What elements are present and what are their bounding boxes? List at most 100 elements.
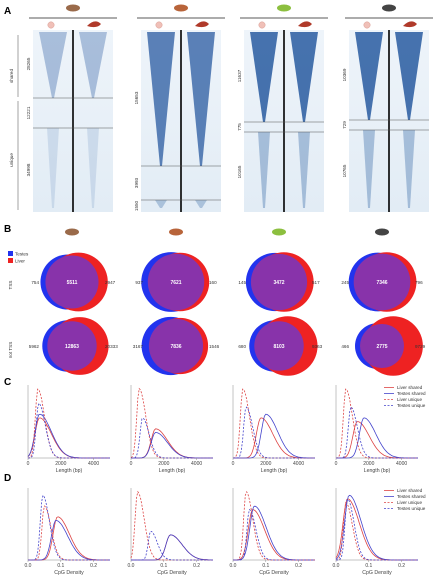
signal-shared <box>79 32 107 98</box>
mouse-icon <box>382 4 396 12</box>
legend-label: Testes shared <box>397 494 426 499</box>
x-tick-label: 2000 <box>363 461 374 467</box>
testis-icon <box>155 21 163 29</box>
legend-testes-swatch <box>8 251 13 256</box>
line-testes-shared <box>131 534 214 561</box>
platypus-icon <box>65 228 79 236</box>
panel-b-venns: Testes Liver TSS not TSS 5511 754 2947 7621… <box>8 228 426 376</box>
section-count: 1550 <box>134 200 139 211</box>
x-tick-label: 0.1 <box>160 563 167 569</box>
x-tick-label: 0.2 <box>193 563 200 569</box>
venn-testes-count: 3167 <box>133 344 144 349</box>
venn-overlap <box>47 321 97 371</box>
venn-liver-count: 20333 <box>105 344 118 349</box>
signal-shared <box>147 32 175 166</box>
venn-shared-count: 2775 <box>376 344 387 350</box>
x-tick-label: 0.2 <box>295 563 302 569</box>
x-tick-label: 0.2 <box>90 563 97 569</box>
liver-icon <box>298 21 312 28</box>
x-axis-label: Length (bp) <box>56 468 83 474</box>
heatmap-opossum: 15653 3993 1550 <box>134 4 225 212</box>
testis-icon <box>47 21 55 29</box>
venn-testes-count: 754 <box>31 280 39 285</box>
x-tick-label: 0.1 <box>57 563 64 569</box>
heatmap-column <box>73 30 113 212</box>
density-plot-platypus: 0 2000 4000 Length (bp) <box>27 385 110 474</box>
testis-icon <box>363 21 371 29</box>
line-liver-unique <box>130 387 213 459</box>
line-liver-shared <box>131 428 213 459</box>
line-testes-unique <box>336 406 418 459</box>
x-tick-label: 0.1 <box>262 563 269 569</box>
x-axis-label: Length (bp) <box>364 468 391 474</box>
section-count: 11637 <box>237 69 242 82</box>
venn-overlap <box>250 253 308 311</box>
x-tick-label: 0.2 <box>398 563 405 569</box>
signal-unique <box>403 130 415 208</box>
line-testes-shared <box>335 494 418 561</box>
platypus-icon <box>66 4 80 12</box>
liver-icon <box>403 21 417 28</box>
venn-liver-count: 9363 <box>312 344 323 349</box>
opossum-icon <box>174 4 188 12</box>
x-tick-label: 0 <box>232 461 235 467</box>
venn-lizard-tss: 3472 145 517 <box>238 252 320 312</box>
row-label-unique: unique <box>9 153 14 167</box>
section-count: 12221 <box>26 106 31 119</box>
venn-testes-count: 937 <box>135 280 143 285</box>
section-count: 28265 <box>26 57 31 70</box>
line-testes-shared <box>28 520 110 561</box>
signal-shared <box>395 32 423 120</box>
legend-label: Testes unique <box>397 506 426 511</box>
lizard-icon <box>272 228 286 236</box>
legend-liver-swatch <box>8 258 13 263</box>
legend-testes-label: Testes <box>15 252 29 257</box>
venn-liver-count: 796 <box>415 280 423 285</box>
line-testes-unique <box>28 494 110 561</box>
x-tick-label: 0 <box>335 461 338 467</box>
x-tick-label: 2000 <box>55 461 66 467</box>
line-testes-unique <box>233 406 315 459</box>
heatmap-mouse: 10369 729 10765 <box>342 4 433 212</box>
panel-label-d: D <box>4 473 11 484</box>
venn-testes-count: 245 <box>341 280 349 285</box>
signal-unique <box>87 128 99 208</box>
signal-shared <box>39 32 67 98</box>
x-tick-label: 4000 <box>293 461 304 467</box>
venn-overlap <box>353 253 411 311</box>
venn-overlap <box>360 324 404 368</box>
line-testes-unique <box>131 417 213 459</box>
signal-unique <box>47 128 59 208</box>
legend-label: Testes shared <box>397 391 426 396</box>
venn-platypus-tss: 5511 754 2947 <box>31 252 116 312</box>
legend-label: Liver unique <box>397 500 422 505</box>
panel-label-b: B <box>4 224 11 235</box>
density-plot-lizard: 0 2000 4000 Length (bp) <box>232 385 315 474</box>
venn-shared-count: 12863 <box>65 344 79 350</box>
venn-liver-count: 517 <box>312 280 320 285</box>
venn-overlap <box>147 253 205 311</box>
legend-liver-label: Liver <box>15 259 25 264</box>
mouse-icon <box>375 228 389 236</box>
testis-icon <box>258 21 266 29</box>
legend-label: Testes unique <box>397 403 426 408</box>
signal-unique <box>155 200 167 208</box>
signal-unique <box>298 132 310 208</box>
section-count: 10369 <box>342 68 347 81</box>
x-tick-label: 4000 <box>396 461 407 467</box>
venn-shared-count: 3472 <box>273 280 284 286</box>
line-testes-unique <box>233 508 315 561</box>
x-axis-label: CpG Density <box>362 570 392 576</box>
density-plot-lizard: 0.0 0.1 0.2 CpG Density <box>230 488 315 576</box>
venn-shared-count: 5511 <box>67 280 78 286</box>
venn-liver-count: 9729 <box>415 344 426 349</box>
venn-opossum-tss: 7621 937 160 <box>135 252 217 312</box>
venn-liver-count: 1546 <box>209 344 220 349</box>
line-liver-unique <box>130 490 213 561</box>
x-tick-label: 4000 <box>191 461 202 467</box>
panel-c-length-density: 0 2000 4000 Length (bp) 0 2000 4000 Length (bp)… <box>27 385 426 474</box>
density-plot-mouse: 0 2000 4000 Length (bp) <box>335 385 418 474</box>
